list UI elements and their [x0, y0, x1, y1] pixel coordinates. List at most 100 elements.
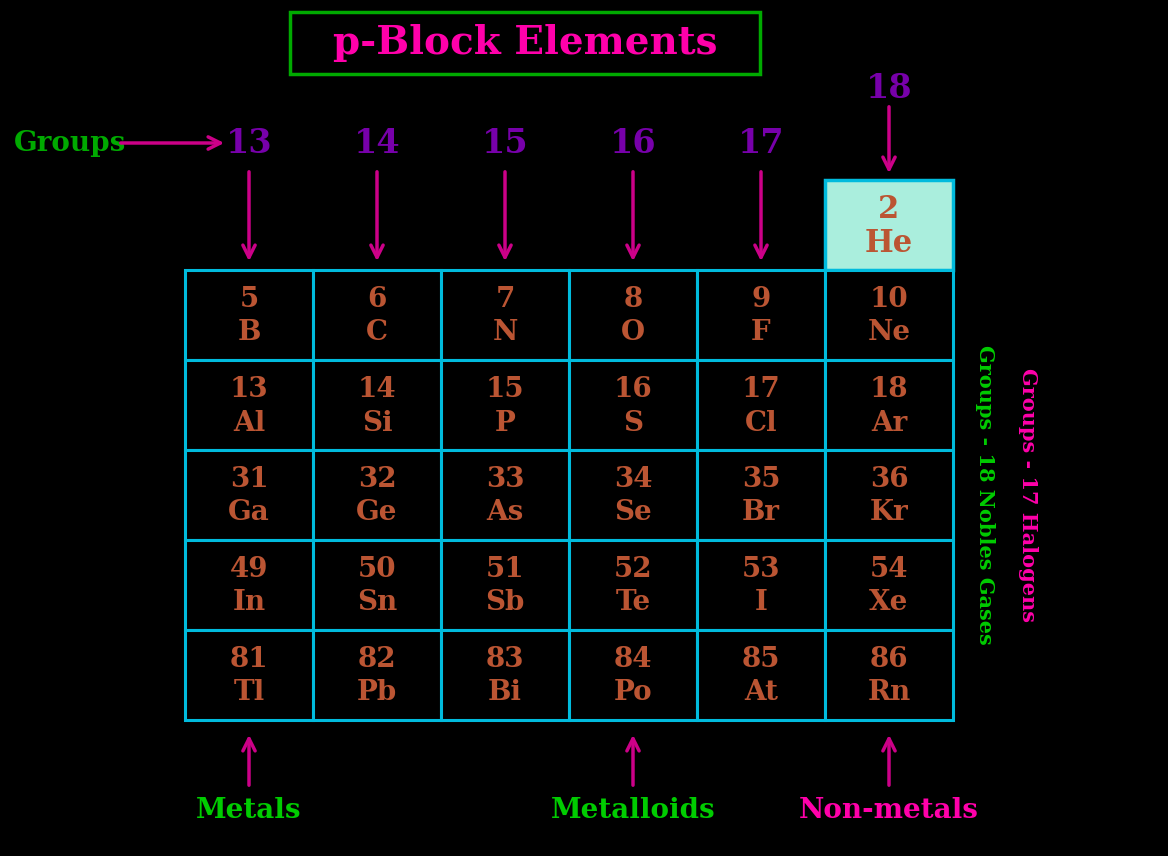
Text: 54: 54 [870, 556, 909, 583]
Text: 13: 13 [230, 376, 269, 403]
Text: Metalloids: Metalloids [550, 796, 715, 823]
Text: Rn: Rn [868, 680, 911, 706]
Bar [825, 360, 953, 450]
Bar [313, 450, 442, 540]
Bar [825, 180, 953, 270]
Text: 35: 35 [742, 467, 780, 493]
Bar [825, 540, 953, 630]
Text: N: N [493, 319, 517, 347]
Text: 84: 84 [613, 646, 652, 673]
Text: 86: 86 [870, 646, 909, 673]
Text: At: At [744, 680, 778, 706]
Text: 31: 31 [230, 467, 269, 493]
Text: Sn: Sn [357, 590, 397, 616]
Bar [697, 360, 825, 450]
Text: 18: 18 [870, 376, 909, 403]
Bar [697, 450, 825, 540]
Bar [569, 540, 697, 630]
Text: I: I [755, 590, 767, 616]
Text: 33: 33 [486, 467, 524, 493]
Text: B: B [237, 319, 260, 347]
Text: Kr: Kr [870, 500, 909, 526]
Text: 14: 14 [354, 127, 401, 159]
Text: 8: 8 [624, 286, 642, 313]
Bar [185, 360, 313, 450]
Bar [185, 540, 313, 630]
Bar [825, 450, 953, 540]
Bar [442, 360, 569, 450]
Text: 5: 5 [239, 286, 258, 313]
Text: 34: 34 [613, 467, 652, 493]
Text: Ga: Ga [228, 500, 270, 526]
Text: Bi: Bi [488, 680, 522, 706]
Text: Xe: Xe [869, 590, 909, 616]
Text: He: He [864, 228, 913, 259]
Text: F: F [751, 319, 771, 347]
Text: Cl: Cl [745, 409, 778, 437]
Bar [313, 630, 442, 720]
Bar [442, 540, 569, 630]
Text: 6: 6 [367, 286, 387, 313]
Text: 16: 16 [613, 376, 653, 403]
Bar [185, 270, 313, 360]
Text: 82: 82 [357, 646, 396, 673]
Text: O: O [621, 319, 645, 347]
Text: 51: 51 [486, 556, 524, 583]
Bar [825, 630, 953, 720]
Bar [313, 270, 442, 360]
Text: 7: 7 [495, 286, 515, 313]
Bar [569, 630, 697, 720]
Text: p-Block Elements: p-Block Elements [333, 24, 717, 62]
Text: Te: Te [616, 590, 651, 616]
Text: Ge: Ge [356, 500, 398, 526]
Bar [442, 630, 569, 720]
Text: 17: 17 [742, 376, 780, 403]
Text: 15: 15 [481, 127, 528, 159]
Text: 83: 83 [486, 646, 524, 673]
Text: Ar: Ar [871, 409, 908, 437]
Bar [442, 450, 569, 540]
Bar [185, 450, 313, 540]
Bar [442, 270, 569, 360]
FancyBboxPatch shape [290, 12, 760, 74]
Text: Br: Br [742, 500, 780, 526]
Text: 53: 53 [742, 556, 780, 583]
Text: Groups - 18 Nobles Gases: Groups - 18 Nobles Gases [975, 345, 995, 645]
Bar [697, 270, 825, 360]
Bar [569, 360, 697, 450]
Text: 14: 14 [357, 376, 396, 403]
Text: S: S [623, 409, 644, 437]
Bar [697, 630, 825, 720]
Text: Po: Po [613, 680, 652, 706]
Text: 17: 17 [738, 127, 785, 159]
Text: 49: 49 [230, 556, 269, 583]
Bar [569, 450, 697, 540]
Bar [313, 360, 442, 450]
Text: Tl: Tl [234, 680, 265, 706]
Text: Groups: Groups [14, 129, 126, 157]
Bar [697, 540, 825, 630]
Text: P: P [494, 409, 515, 437]
Text: Groups - 17 Halogens: Groups - 17 Halogens [1018, 368, 1038, 622]
Text: 50: 50 [357, 556, 396, 583]
Text: Al: Al [232, 409, 265, 437]
Text: Pb: Pb [357, 680, 397, 706]
Text: 52: 52 [613, 556, 652, 583]
Text: 13: 13 [225, 127, 272, 159]
Text: 16: 16 [610, 127, 656, 159]
Text: 81: 81 [230, 646, 269, 673]
Text: 32: 32 [357, 467, 396, 493]
Bar [313, 540, 442, 630]
Text: Sb: Sb [486, 590, 524, 616]
Bar [569, 270, 697, 360]
Text: As: As [486, 500, 523, 526]
Text: 9: 9 [751, 286, 771, 313]
Bar [185, 630, 313, 720]
Bar [825, 270, 953, 360]
Text: Se: Se [614, 500, 652, 526]
Text: 10: 10 [870, 286, 909, 313]
Text: 15: 15 [486, 376, 524, 403]
Text: In: In [232, 590, 265, 616]
Text: C: C [366, 319, 388, 347]
Text: Non-metals: Non-metals [799, 796, 979, 823]
